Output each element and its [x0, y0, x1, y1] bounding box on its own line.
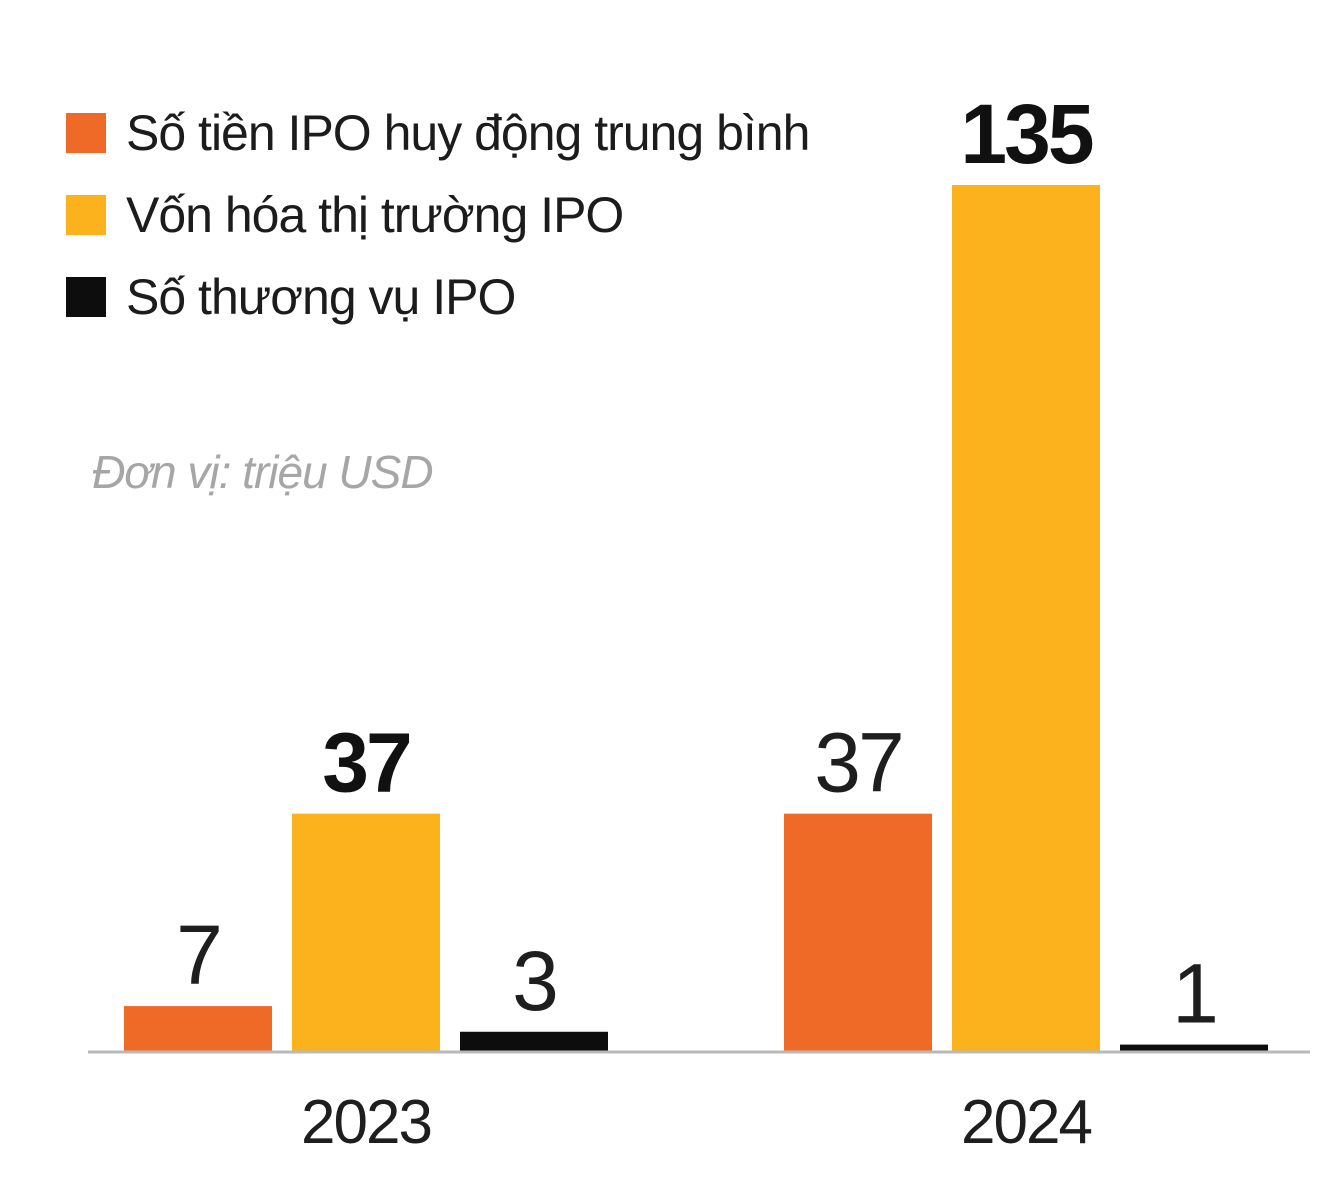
bar-2024-series-3	[1120, 1044, 1268, 1051]
legend-item-ipo-deals: Số thương vụ IPO	[66, 256, 809, 338]
legend-label: Số tiền IPO huy động trung bình	[126, 105, 810, 161]
data-label-2024-series-2: 135	[960, 87, 1092, 181]
legend-label: Số thương vụ IPO	[126, 269, 516, 325]
x-axis-tick-label-2024: 2024	[961, 1088, 1091, 1157]
data-label-2023-series-2: 37	[322, 716, 410, 810]
legend-item-avg-ipo-raised: Số tiền IPO huy động trung bình	[66, 92, 810, 174]
legend-item-ipo-market-cap: Vốn hóa thị trường IPO	[66, 174, 809, 256]
bar-2024-series-2	[952, 185, 1100, 1051]
bar-2023-series-3	[460, 1031, 608, 1051]
x-axis-tick-label-2023: 2023	[301, 1088, 431, 1157]
bar-2024-series-1	[784, 813, 932, 1051]
data-label-2023-series-3: 3	[512, 934, 556, 1028]
bar-2023-series-2	[292, 813, 440, 1051]
legend-label: Vốn hóa thị trường IPO	[126, 187, 624, 243]
data-label-2023-series-1: 7	[176, 908, 220, 1002]
legend-swatch-black	[66, 277, 106, 317]
bar-2023-series-1	[124, 1006, 272, 1051]
unit-note: Đơn vị: triệu USD	[92, 446, 434, 498]
legend: Số tiền IPO huy động trung bình Vốn hóa …	[66, 92, 810, 338]
legend-swatch-orange	[66, 113, 106, 153]
data-label-2024-series-3: 1	[1172, 947, 1216, 1041]
data-label-2024-series-1: 37	[814, 716, 901, 810]
legend-swatch-yellow	[66, 195, 106, 235]
